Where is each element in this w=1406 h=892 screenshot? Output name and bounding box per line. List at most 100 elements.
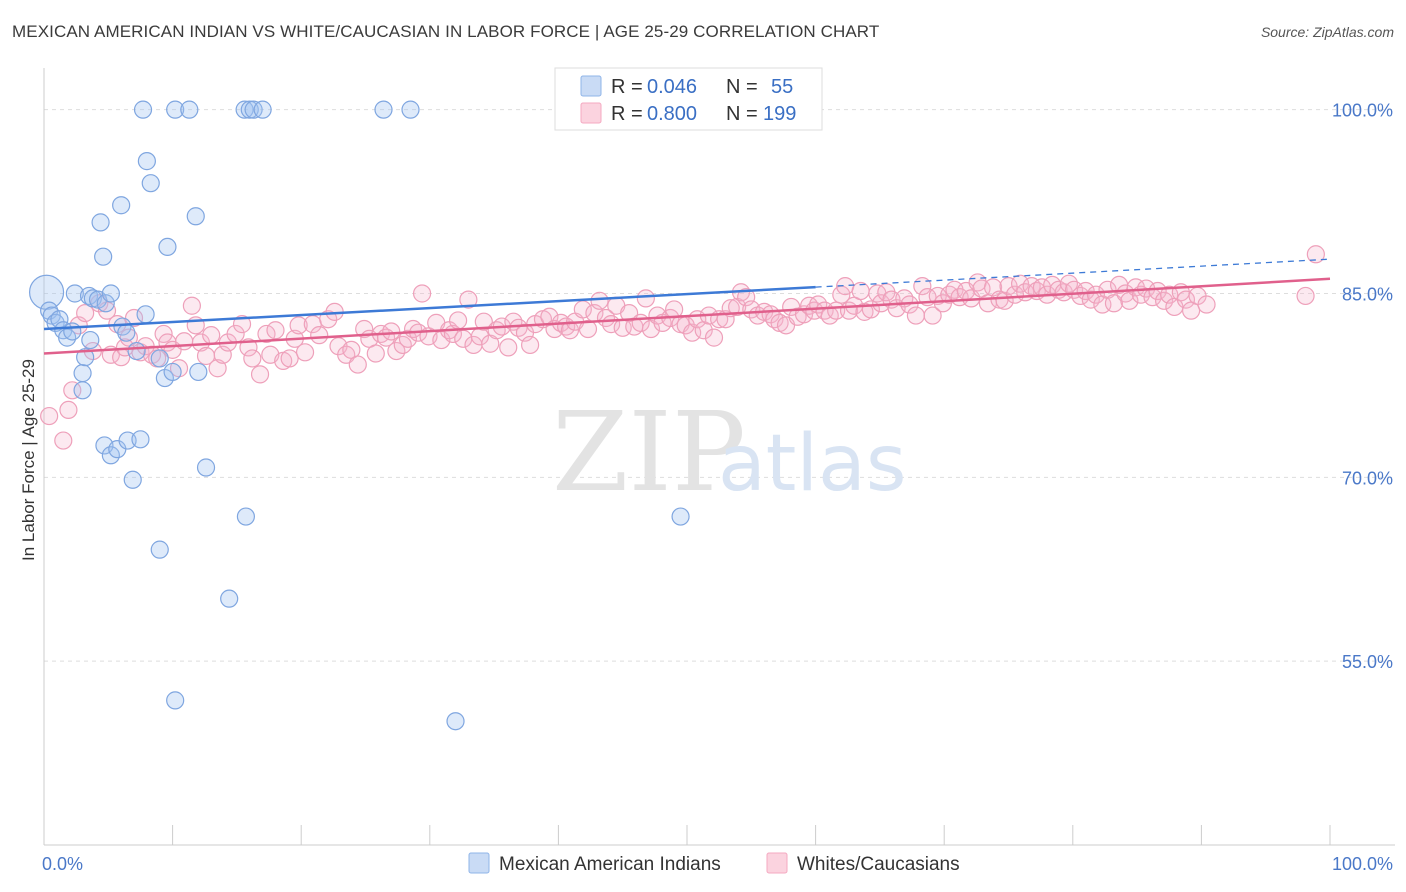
- legend-swatch-series2: [580, 102, 602, 124]
- point-white-caucasian: [499, 338, 518, 357]
- point-mexican-american-indian: [671, 507, 690, 526]
- point-mexican-american-indian: [73, 364, 92, 383]
- point-white-caucasian: [337, 345, 356, 364]
- point-white-caucasian: [280, 349, 299, 368]
- point-mexican-american-indian: [240, 100, 259, 119]
- point-mexican-american-indian: [112, 196, 131, 215]
- point-mexican-american-indian: [196, 458, 216, 477]
- chart-title: MEXICAN AMERICAN INDIAN VS WHITE/CAUCASI…: [12, 22, 880, 41]
- axes: [43, 68, 1395, 846]
- point-white-caucasian: [448, 311, 468, 330]
- trend-line-series1-extension: [815, 258, 1331, 288]
- trend-line-series2: [43, 277, 1331, 355]
- point-mexican-american-indian: [65, 284, 84, 303]
- point-white-caucasian: [1296, 286, 1315, 306]
- point-white-caucasian: [266, 321, 285, 340]
- point-mexican-american-indian: [118, 431, 137, 450]
- x-tick-label-max: 100.0%: [1332, 854, 1393, 874]
- point-white-caucasian: [250, 365, 270, 384]
- point-mexican-american-indian: [137, 152, 156, 171]
- point-white-caucasian: [257, 324, 276, 344]
- y-tick-labels: 55.0% 70.0% 85.0% 100.0%: [1332, 101, 1393, 673]
- point-mexican-american-indian: [186, 207, 205, 226]
- point-mexican-american-indian: [127, 341, 146, 361]
- point-mexican-american-indian: [401, 100, 420, 119]
- y-axis-label: In Labor Force | Age 25-29: [19, 359, 38, 561]
- legend-n-value-1: 55: [771, 76, 793, 98]
- point-mexican-american-indian: [253, 100, 272, 119]
- point-white-caucasian: [412, 284, 432, 303]
- point-white-caucasian: [521, 335, 540, 355]
- point-white-caucasian: [1010, 274, 1030, 293]
- point-mexican-american-indian: [101, 284, 120, 303]
- point-mexican-american-indian: [166, 100, 185, 119]
- watermark-zip: ZIP: [552, 388, 746, 516]
- trend-line-series1: [43, 285, 816, 331]
- legend-n-label-1: N =: [726, 76, 758, 98]
- point-white-caucasian: [398, 329, 418, 348]
- point-white-caucasian: [578, 319, 598, 339]
- point-white-caucasian: [1081, 290, 1100, 309]
- point-mexican-american-indian: [131, 430, 150, 449]
- point-mexican-american-indian: [166, 691, 185, 710]
- point-white-caucasian: [1086, 285, 1106, 304]
- legend-r-label-2: R =: [611, 103, 643, 125]
- point-white-caucasian: [119, 328, 138, 347]
- point-mexican-american-indian: [158, 237, 177, 257]
- point-white-caucasian: [208, 359, 227, 378]
- bottom-legend-swatch-series1: [468, 852, 490, 874]
- point-mexican-american-indian: [136, 305, 155, 324]
- point-white-caucasian: [683, 323, 702, 342]
- point-white-caucasian: [289, 316, 308, 335]
- chart-source: Source: ZipAtlas.com: [1260, 24, 1394, 40]
- point-mexican-american-indian: [133, 100, 153, 119]
- point-mexican-american-indian: [189, 362, 208, 382]
- point-white-caucasian: [243, 349, 262, 368]
- point-white-caucasian: [906, 306, 926, 325]
- point-white-caucasian: [54, 431, 73, 450]
- point-mexican-american-indian: [123, 470, 142, 489]
- point-white-caucasian: [1148, 281, 1167, 301]
- watermark: ZIP atlas: [552, 388, 907, 516]
- point-white-caucasian: [154, 324, 173, 344]
- point-mexican-american-indian: [150, 540, 169, 559]
- y-tick-label: 85.0%: [1342, 284, 1393, 304]
- top-legend: R = 0.046 N = 55 R = 0.800 N = 199: [554, 67, 823, 131]
- point-white-caucasian: [348, 355, 367, 374]
- point-white-caucasian: [704, 328, 724, 347]
- legend-r-value-2: 0.800: [647, 103, 697, 125]
- point-mexican-american-indian: [150, 349, 169, 368]
- point-white-caucasian: [191, 333, 210, 352]
- point-white-caucasian: [175, 332, 194, 351]
- trend-lines: [43, 258, 1331, 355]
- point-mexican-american-indian: [117, 323, 136, 342]
- point-mexican-american-indian: [96, 294, 115, 313]
- bottom-legend: Mexican American Indians Whites/Caucasia…: [468, 852, 960, 875]
- x-tick-label-min: 0.0%: [42, 854, 83, 874]
- point-white-caucasian: [76, 303, 95, 323]
- point-mexican-american-indian: [236, 507, 256, 526]
- point-mexican-american-indian: [141, 174, 160, 193]
- watermark-atlas: atlas: [718, 419, 907, 509]
- point-white-caucasian: [382, 322, 401, 341]
- point-white-caucasian: [1104, 294, 1124, 313]
- bottom-legend-swatch-series2: [766, 852, 788, 874]
- point-white-caucasian: [355, 319, 374, 339]
- point-white-caucasian: [923, 306, 942, 325]
- legend-n-value-2: 199: [763, 103, 796, 125]
- point-white-caucasian: [40, 406, 59, 426]
- point-white-caucasian: [202, 326, 221, 345]
- point-white-caucasian: [620, 303, 639, 323]
- y-tick-label: 70.0%: [1342, 468, 1393, 488]
- y-tick-label: 55.0%: [1342, 652, 1393, 672]
- point-mexican-american-indian: [374, 100, 393, 119]
- point-mexican-american-indian: [446, 712, 465, 731]
- point-white-caucasian: [636, 289, 655, 308]
- point-mexican-american-indian: [180, 100, 199, 119]
- point-white-caucasian: [1071, 286, 1090, 306]
- point-white-caucasian: [232, 315, 252, 334]
- point-mexican-american-indian: [163, 362, 182, 382]
- point-white-caucasian: [1197, 295, 1216, 314]
- point-white-caucasian: [295, 343, 315, 362]
